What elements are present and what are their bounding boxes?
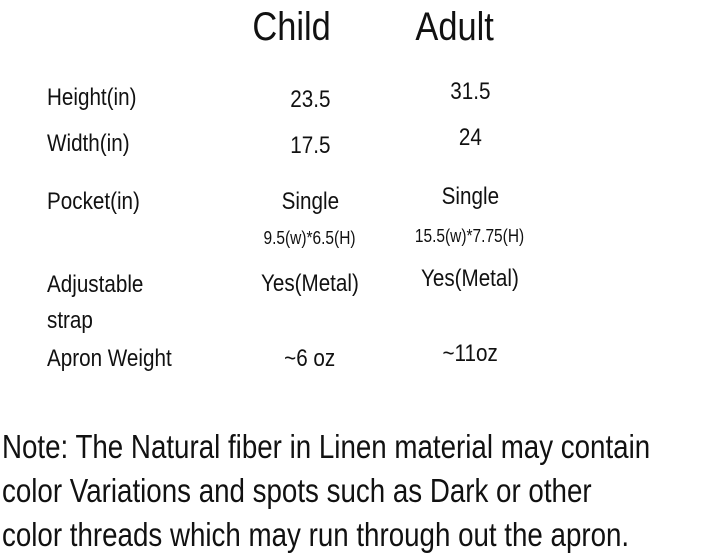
- value-width-adult: 24: [458, 124, 482, 151]
- note-line-1: Note: The Natural fiber in Linen materia…: [2, 428, 651, 465]
- value-weight-child: ~6 oz: [284, 345, 336, 372]
- note-line-2: color Variations and spots such as Dark …: [2, 472, 592, 509]
- note-line-3: color threads which may run through out …: [2, 516, 630, 553]
- row-label-apron-weight: Apron Weight: [47, 345, 172, 372]
- value-height-adult: 31.5: [449, 78, 491, 105]
- value-pocket-child: Single: [281, 188, 339, 215]
- value-pocket-adult: Single: [441, 183, 499, 210]
- row-label-adjustable-strap: Adjustable strap: [47, 271, 144, 334]
- value-width-child: 17.5: [289, 132, 331, 159]
- value-strap-child: Yes(Metal): [261, 270, 359, 297]
- value-pocket-size-child: 9.5(w)*6.5(H): [263, 228, 357, 248]
- row-label-pocket: Pocket(in): [47, 188, 140, 215]
- column-header-adult: Adult: [375, 5, 535, 50]
- column-header-child: Child: [212, 5, 372, 50]
- column-header-adult-label: Adult: [415, 5, 495, 49]
- column-header-child-label: Child: [252, 5, 332, 49]
- value-pocket-size-adult: 15.5(w)*7.75(H): [415, 226, 525, 246]
- value-weight-adult: ~11oz: [442, 340, 498, 367]
- row-label-height: Height(in): [47, 84, 137, 111]
- value-height-child: 23.5: [289, 86, 331, 113]
- value-strap-adult: Yes(Metal): [421, 265, 519, 292]
- row-label-width: Width(in): [47, 130, 130, 157]
